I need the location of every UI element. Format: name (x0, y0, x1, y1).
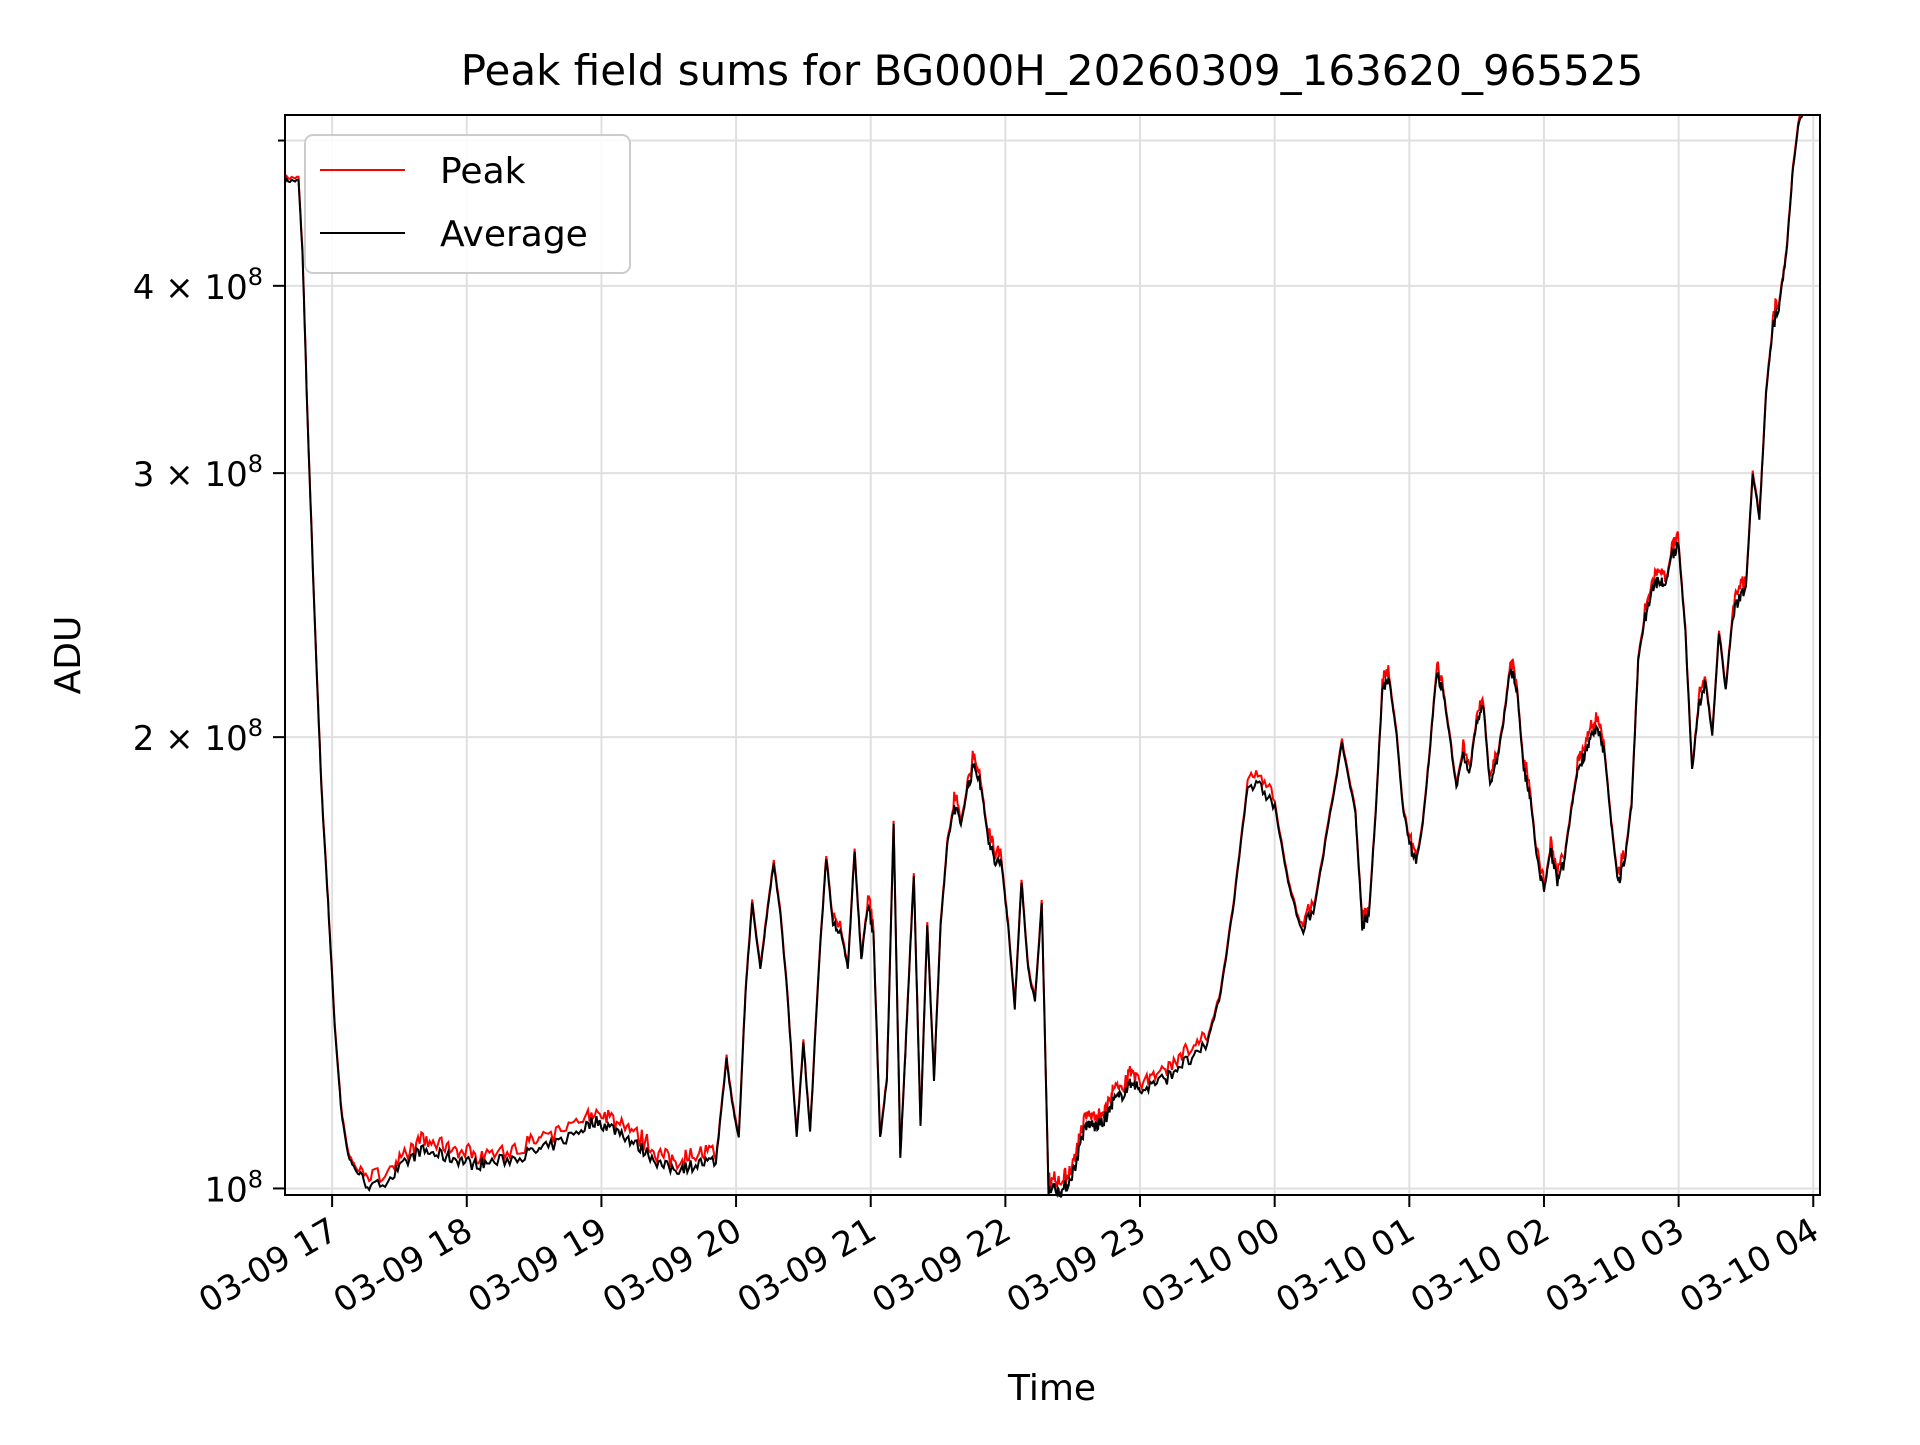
y-tick-label: 4 × 108 (133, 263, 263, 308)
x-tick-label: 03-09 23 (1000, 1210, 1152, 1321)
x-tick-label: 03-09 20 (596, 1210, 748, 1321)
legend-label-peak: Peak (440, 151, 526, 192)
series-line-average (284, 114, 1807, 1199)
legend-label-average: Average (440, 214, 588, 255)
y-tick-label: 108 (204, 1165, 263, 1210)
y-tick-label: 3 × 108 (133, 450, 263, 495)
chart-title: Peak field sums for BG000H_20260309_1636… (461, 46, 1644, 95)
legend: Peak Average (304, 134, 631, 274)
x-tick-label: 03-10 04 (1673, 1210, 1825, 1321)
plot-frame (284, 114, 1821, 1196)
x-tick-label: 03-09 22 (865, 1210, 1017, 1321)
grid-layer (285, 115, 1820, 1195)
y-axis-label: ADU (48, 616, 89, 695)
x-tick-label: 03-09 18 (327, 1210, 479, 1321)
x-tick-label: 03-10 01 (1269, 1210, 1421, 1321)
x-tick-label: 03-09 17 (192, 1210, 344, 1321)
y-axis: 108 2 × 108 3 × 108 4 × 108 (133, 139, 285, 1210)
x-tick-label: 03-10 03 (1539, 1210, 1691, 1321)
x-axis-label: Time (1007, 1368, 1096, 1409)
x-tick-label: 03-10 02 (1404, 1210, 1556, 1321)
x-tick-label: 03-09 19 (462, 1210, 614, 1321)
series-layer (284, 114, 1807, 1199)
series-line-peak (284, 114, 1807, 1190)
x-tick-label: 03-09 21 (731, 1210, 883, 1321)
x-tick-label: 03-10 00 (1135, 1210, 1287, 1321)
y-tick-label: 2 × 108 (133, 714, 263, 759)
